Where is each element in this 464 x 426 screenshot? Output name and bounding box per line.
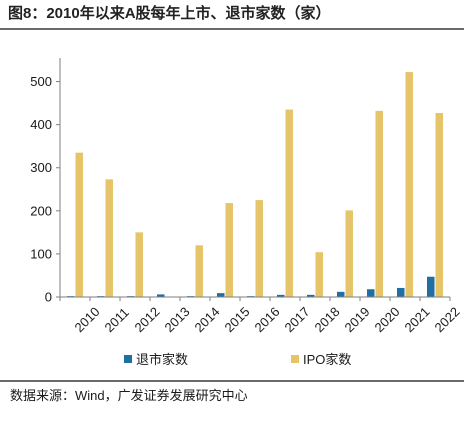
x-tick-label: 2022 [432,304,463,335]
y-tick-label: 100 [30,246,52,261]
x-tick-label: 2019 [342,304,373,335]
y-axis: 0 100 200 300 400 500 [30,58,61,305]
bar-ipo-2012 [135,232,143,297]
bar-ipo-2022 [435,113,443,297]
x-tick-label: 2020 [372,304,403,335]
bar-ipo-2015 [225,203,233,297]
y-tick-label: 0 [45,290,52,305]
y-tick-label: 300 [30,160,52,175]
y-tick-label: 200 [30,203,52,218]
x-tick-label: 2021 [402,304,433,335]
bar-delisting-2022 [427,276,435,297]
bar-ipo-2017 [285,109,293,298]
x-tick-label: 2013 [162,304,193,335]
x-tick-label: 2010 [72,304,103,335]
bar-ipo-2011 [105,179,113,297]
bar-ipo-2016 [255,200,263,297]
y-tick-label: 400 [30,117,52,132]
x-tick-label: 2011 [102,305,132,335]
bar-delisting-2015 [217,293,225,297]
source-note: 数据来源：Wind，广发证券发展研究中心 [10,388,248,403]
bar-delisting-2020 [367,289,375,297]
y-tick-label: 500 [30,74,52,89]
footer-divider [0,380,464,382]
legend-delisting-label: 退市家数 [136,352,188,367]
bar-ipo-2014 [195,245,203,297]
bar-delisting-2018 [307,294,315,297]
legend-ipo-swatch [291,355,299,363]
x-tick-label: 2016 [252,304,283,335]
x-tick-label: 2015 [222,304,253,335]
bar-ipo-2010 [75,152,83,297]
title-divider [0,28,464,30]
bars [67,72,443,298]
bar-ipo-2019 [345,210,353,297]
bar-delisting-2019 [337,291,345,297]
legend-ipo-label: IPO家数 [303,352,351,367]
chart-title: 图8：2010年以来A股每年上市、退市家数（家） [8,5,331,22]
bar-delisting-2013 [157,294,165,297]
x-tick-label: 2017 [282,304,313,335]
legend: 退市家数 IPO家数 [124,352,351,367]
bar-ipo-2018 [315,252,323,297]
bar-delisting-2021 [397,287,405,297]
legend-delisting-swatch [124,355,132,363]
bar-delisting-2017 [277,294,285,297]
x-tick-label: 2014 [192,304,223,335]
x-tick-label: 2018 [312,304,343,335]
bar-ipo-2021 [405,72,413,297]
bar-ipo-2020 [375,110,383,297]
x-tick-label: 2012 [132,304,163,335]
